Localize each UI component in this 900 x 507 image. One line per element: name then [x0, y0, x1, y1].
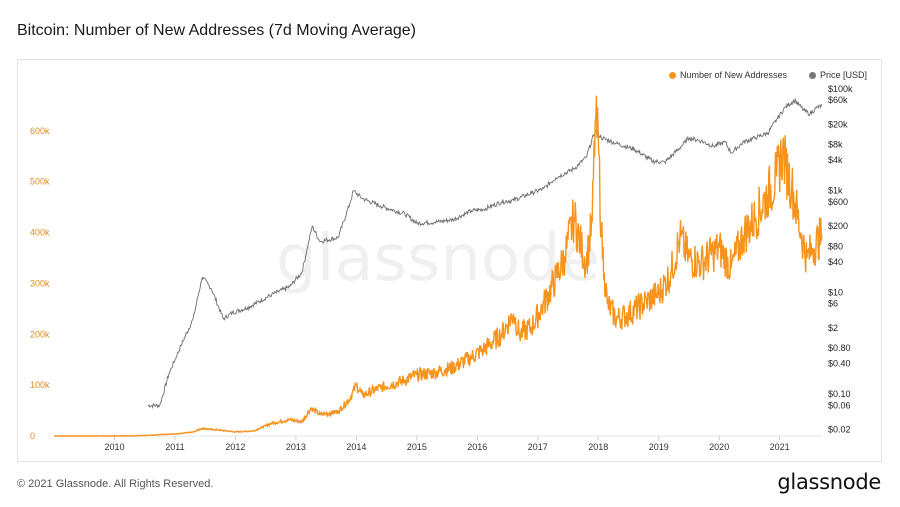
legend-dot-addresses	[668, 71, 676, 79]
y-right-tick-label: $8k	[828, 140, 843, 150]
x-tick-label: 2019	[649, 442, 669, 452]
y-right-tick-label: $80	[828, 241, 843, 251]
y-right-tick-label: $4k	[828, 155, 843, 165]
legend-label-addresses: Number of New Addresses	[679, 70, 787, 80]
watermark: glassnode	[276, 222, 600, 296]
y-left-tick-label: 300k	[30, 278, 50, 288]
chart-panel: glassnode 2010 2011 2012 2013 2014 2015 2016 201…	[17, 59, 882, 462]
x-tick-label: 2021	[770, 442, 790, 452]
legend-label-price: Price [USD]	[819, 70, 867, 80]
y-right-tick-label: $0.10	[828, 389, 851, 399]
x-tick-label: 2012	[225, 442, 245, 452]
legend-dot-price	[808, 71, 816, 79]
legend-item-price[interactable]: Price [USD]	[808, 70, 867, 80]
y-left-tick-label: 0	[30, 431, 35, 441]
x-tick-label: 2015	[407, 442, 427, 452]
new-addresses-line	[54, 95, 823, 437]
y-right-tick-label: $10	[828, 287, 843, 297]
y-right-tick-label: $200	[828, 221, 848, 231]
y-right-tick-label: $6	[828, 299, 838, 309]
x-tick-label: 2014	[346, 442, 366, 452]
legend-item-addresses[interactable]: Number of New Addresses	[668, 70, 787, 80]
x-tick-label: 2020	[709, 442, 729, 452]
x-tick-label: 2011	[165, 442, 184, 452]
y-left-tick-label: 500k	[30, 177, 50, 187]
x-tick-label: 2016	[467, 442, 487, 452]
y-left-tick-label: 400k	[30, 228, 50, 238]
y-right-tick-label: $0.02	[828, 425, 851, 435]
y-right-tick-label: $20k	[828, 120, 848, 130]
y-right-tick-label: $0.06	[828, 400, 851, 410]
x-tick-label: 2017	[528, 442, 548, 452]
y-right-tick-label: $0.80	[828, 343, 851, 353]
y-right-tick-label: $1k	[828, 186, 843, 196]
y-right-tick-label: $0.40	[828, 358, 851, 368]
legend: Number of New Addresses Price [USD]	[668, 70, 867, 80]
x-tick-label: 2013	[286, 442, 306, 452]
y-right-tick-label: $600	[828, 197, 848, 207]
price-line	[147, 98, 823, 409]
x-tick-label: 2010	[104, 442, 124, 452]
y-left-tick-label: 600k	[30, 126, 50, 136]
x-tick-label: 2018	[588, 442, 608, 452]
y-right-tick-label: $100k	[828, 84, 853, 94]
y-right-tick-label: $60k	[828, 95, 848, 105]
y-left-tick-label: 100k	[30, 380, 50, 390]
copyright-footer: © 2021 Glassnode. All Rights Reserved.	[17, 478, 214, 490]
glassnode-logo[interactable]: glassnode	[777, 470, 881, 494]
y-right-tick-label: $40	[828, 257, 843, 267]
chart-title: Bitcoin: Number of New Addresses (7d Mov…	[17, 22, 417, 39]
y-left-tick-label: 200k	[30, 329, 50, 339]
chart-svg: glassnode 2010 2011 2012 2013 2014 2015 2016 201…	[30, 84, 853, 452]
y-right-tick-label: $2	[828, 323, 838, 333]
